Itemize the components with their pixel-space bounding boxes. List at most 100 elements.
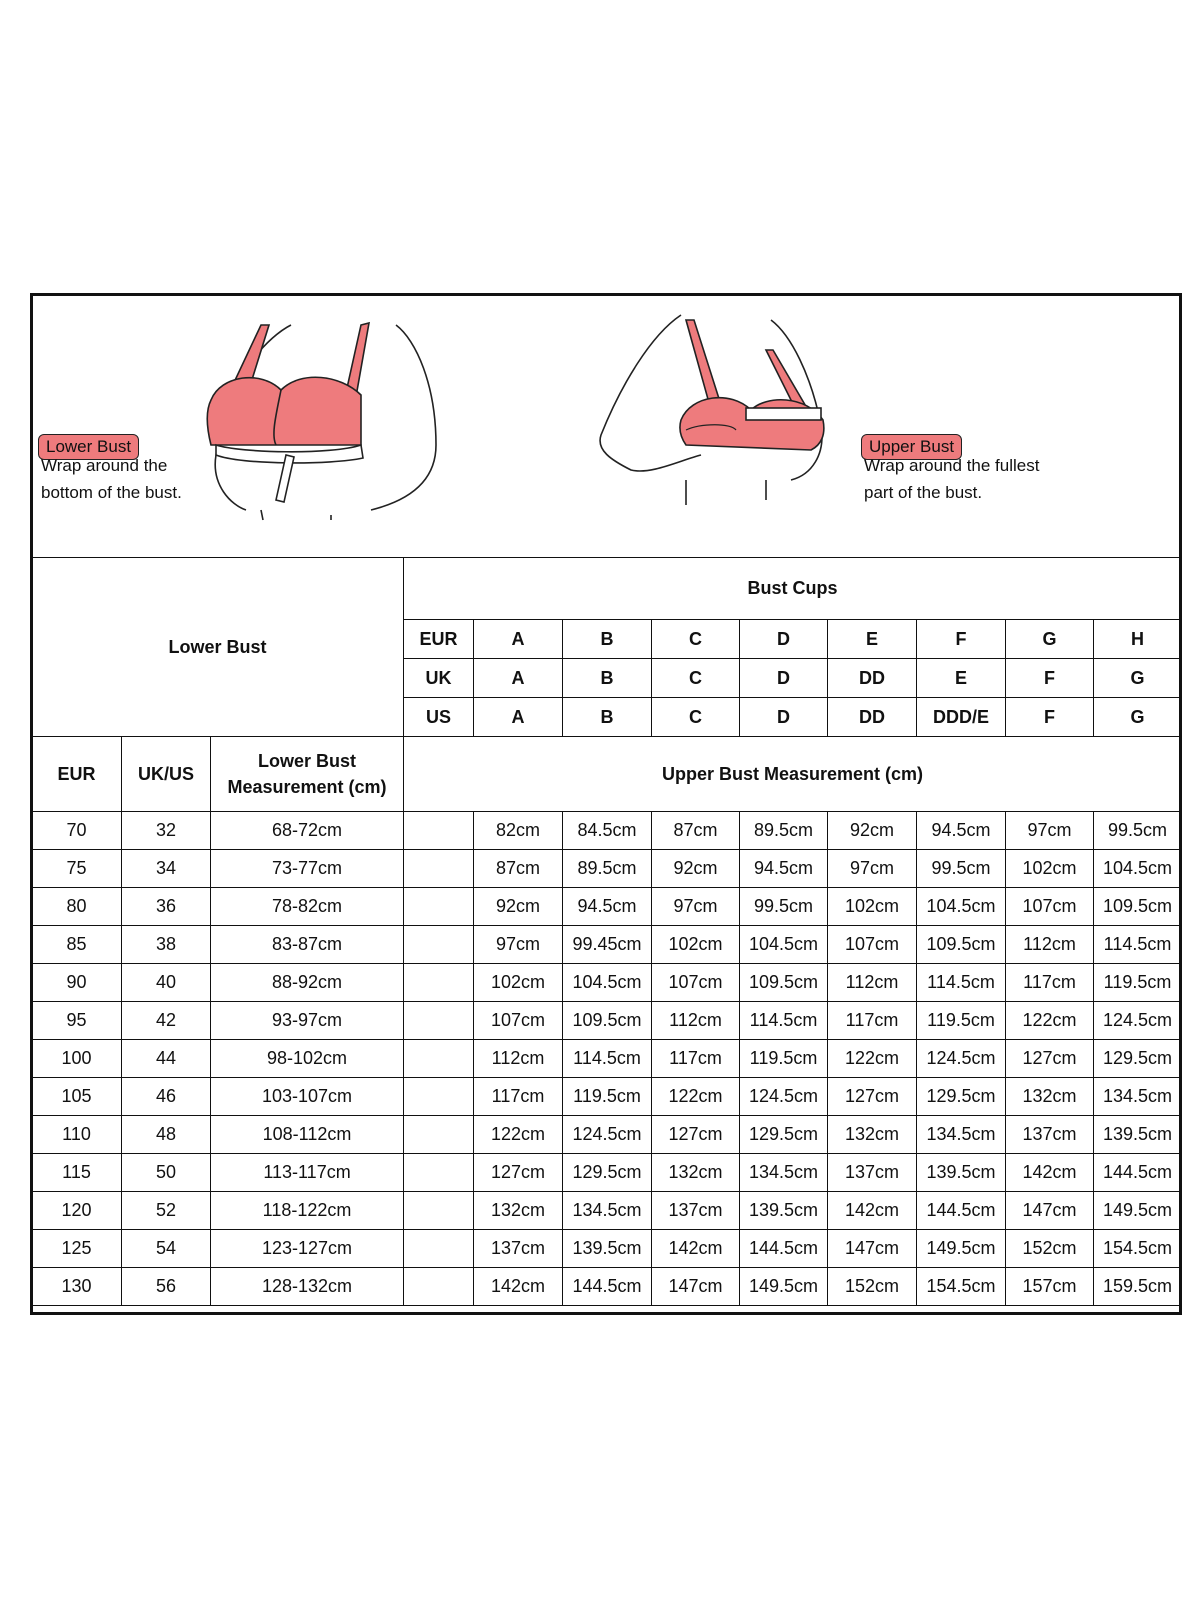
spacer-cell	[403, 963, 475, 1002]
upper-bust-measurement: 107cm	[651, 963, 741, 1002]
upper-bust-measurement: 114.5cm	[916, 963, 1007, 1002]
upper-bust-measurement: 99.5cm	[1093, 811, 1183, 850]
upper-bust-measurement: 124.5cm	[562, 1115, 653, 1154]
table-row: 125 54 123-127cm 137cm 139.5cm 142cm 144.5cm 14…	[31, 1229, 1183, 1268]
upper-bust-measurement: 119.5cm	[562, 1077, 653, 1116]
lower-bust-line-1: Wrap around the	[41, 456, 168, 475]
upper-bust-measurement: 154.5cm	[1093, 1229, 1183, 1268]
eur-band-size: 100	[31, 1039, 122, 1078]
table-row: 70 32 68-72cm 82cm 84.5cm 87cm 89.5cm 92cm 94.5c…	[31, 811, 1183, 850]
cup-size-row: EUR A B C D E F G H	[32, 619, 1183, 659]
spacer-cell	[403, 1267, 475, 1306]
table-row: 110 48 108-112cm 122cm 124.5cm 127cm 129.5cm 13…	[31, 1115, 1183, 1154]
upper-bust-measurement: 104.5cm	[1093, 849, 1183, 888]
upper-bust-measurement: 152cm	[827, 1267, 918, 1306]
upper-bust-measurement: 114.5cm	[1093, 925, 1183, 964]
upper-bust-measurement: 124.5cm	[916, 1039, 1007, 1078]
column-header-row: EUR UK/US Lower Bust Measurement (cm) Upper …	[31, 736, 1183, 812]
upper-bust-measurement: 124.5cm	[739, 1077, 829, 1116]
cup-size-cell: F	[1005, 658, 1095, 698]
upper-bust-measurement: 129.5cm	[916, 1077, 1007, 1116]
upper-bust-measurement: 149.5cm	[1093, 1191, 1183, 1230]
upper-bust-measurement: 139.5cm	[562, 1229, 653, 1268]
upper-bust-measurement: 109.5cm	[916, 925, 1007, 964]
upper-bust-measurement: 107cm	[827, 925, 918, 964]
upper-bust-measurement: 97cm	[1005, 811, 1095, 850]
upper-bust-measurement: 112cm	[473, 1039, 564, 1078]
cup-size-cell: C	[651, 658, 741, 698]
cup-size-cell: G	[1005, 619, 1095, 659]
cup-size-cell: A	[473, 619, 564, 659]
upper-bust-measurement: 102cm	[651, 925, 741, 964]
upper-bust-measurement: 117cm	[827, 1001, 918, 1040]
eur-band-size: 90	[31, 963, 122, 1002]
lower-bust-measurement: 88-92cm	[209, 963, 405, 1002]
upper-bust-measurement: 97cm	[651, 887, 741, 926]
eur-band-size: 85	[31, 925, 122, 964]
table-row: 85 38 83-87cm 97cm 99.45cm 102cm 104.5cm 107cm 1…	[31, 925, 1183, 964]
upper-bust-measurement: 82cm	[473, 811, 564, 850]
lower-bust-measurement: 68-72cm	[209, 811, 405, 850]
upper-bust-measurement: 117cm	[651, 1039, 741, 1078]
cup-system-label: EUR	[403, 619, 475, 659]
table-row: 120 52 118-122cm 132cm 134.5cm 137cm 139.5cm 14…	[31, 1191, 1183, 1230]
upper-bust-measurement: 144.5cm	[1093, 1153, 1183, 1192]
upper-bust-measurement: 122cm	[827, 1039, 918, 1078]
upper-bust-measurement: 137cm	[651, 1191, 741, 1230]
upper-bust-measurement: 87cm	[473, 849, 564, 888]
spacer-cell	[403, 1039, 475, 1078]
upper-bust-measurement: 117cm	[1005, 963, 1095, 1002]
upper-bust-measurement: 124.5cm	[1093, 1001, 1183, 1040]
upper-bust-measurement: 144.5cm	[916, 1191, 1007, 1230]
upper-bust-measurement: 132cm	[1005, 1077, 1095, 1116]
upper-bust-measurement: 139.5cm	[916, 1153, 1007, 1192]
table-row: 100 44 98-102cm 112cm 114.5cm 117cm 119.5cm 122…	[31, 1039, 1183, 1078]
cup-system-label: UK	[403, 658, 475, 698]
ukus-band-size: 44	[121, 1039, 211, 1078]
upper-bust-measurement: 94.5cm	[739, 849, 829, 888]
upper-bust-measurement: 89.5cm	[739, 811, 829, 850]
table-row: 105 46 103-107cm 117cm 119.5cm 122cm 124.5cm 12…	[31, 1077, 1183, 1116]
upper-bust-measurement: 127cm	[827, 1077, 918, 1116]
upper-bust-measurement: 122cm	[651, 1077, 741, 1116]
upper-bust-instructions: Wrap around the fullest part of the bust…	[864, 452, 1039, 506]
lower-bust-measurement: 118-122cm	[209, 1191, 405, 1230]
upper-bust-measurement: 134.5cm	[562, 1191, 653, 1230]
cup-system-label: US	[403, 697, 475, 737]
ukus-band-size: 48	[121, 1115, 211, 1154]
bust-cups-header: Bust Cups	[403, 557, 1183, 620]
upper-bust-measurement: 104.5cm	[739, 925, 829, 964]
cup-size-cell: A	[473, 697, 564, 737]
eur-band-size: 115	[31, 1153, 122, 1192]
upper-bust-measurement: 132cm	[827, 1115, 918, 1154]
upper-bust-measurement: 137cm	[1005, 1115, 1095, 1154]
lower-bust-header: Lower Bust	[30, 557, 405, 737]
cup-size-cell: G	[1093, 658, 1183, 698]
upper-bust-measurement: 112cm	[827, 963, 918, 1002]
lower-bust-measurement: 98-102cm	[209, 1039, 405, 1078]
upper-bust-measurement: 94.5cm	[562, 887, 653, 926]
upper-bust-measurement: 147cm	[827, 1229, 918, 1268]
lower-measurement-header-line-2: Measurement (cm)	[227, 777, 387, 797]
lower-bust-figure	[206, 321, 437, 521]
ukus-band-size: 52	[121, 1191, 211, 1230]
upper-bust-measurement: 119.5cm	[1093, 963, 1183, 1002]
upper-bust-measurement: 109.5cm	[562, 1001, 653, 1040]
table-row: 130 56 128-132cm 142cm 144.5cm 147cm 149.5cm 15…	[31, 1267, 1183, 1306]
cup-size-cell: E	[827, 619, 918, 659]
upper-bust-measurement: 129.5cm	[1093, 1039, 1183, 1078]
eur-band-size: 95	[31, 1001, 122, 1040]
table-row: 90 40 88-92cm 102cm 104.5cm 107cm 109.5cm 112cm…	[31, 963, 1183, 1002]
header-row-bust-cups: Lower Bust Bust Cups	[30, 557, 1183, 737]
upper-bust-line-2: part of the bust.	[864, 483, 983, 502]
upper-bust-measurement: 87cm	[651, 811, 741, 850]
cup-size-cell: D	[739, 658, 829, 698]
table-row: 75 34 73-77cm 87cm 89.5cm 92cm 94.5cm 97cm 99.5c…	[31, 849, 1183, 888]
upper-bust-measurement: 119.5cm	[916, 1001, 1007, 1040]
upper-bust-measurement: 99.5cm	[739, 887, 829, 926]
lower-bust-instructions: Wrap around the bottom of the bust.	[41, 452, 182, 506]
upper-bust-measurement: 127cm	[1005, 1039, 1095, 1078]
upper-bust-measurement: 122cm	[1005, 1001, 1095, 1040]
upper-bust-measurement: 134.5cm	[1093, 1077, 1183, 1116]
upper-bust-measurement: 119.5cm	[739, 1039, 829, 1078]
